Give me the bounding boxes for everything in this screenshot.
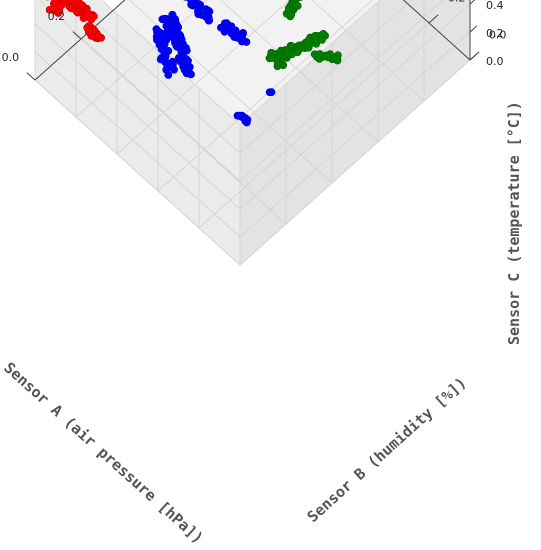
- grid-line: [80, 38, 287, 225]
- data-point: [194, 7, 202, 16]
- grid-line: [38, 0, 241, 182]
- grid-line: [69, 0, 241, 154]
- grid-line: [239, 31, 471, 238]
- data-point: [310, 50, 319, 59]
- x-axis-label: Sensor A (air pressure [hPa]): [0, 359, 207, 548]
- z-tick-label: 0.4: [486, 0, 504, 12]
- grid-line: [239, 3, 471, 210]
- data-point: [169, 18, 178, 27]
- data-point: [233, 111, 242, 120]
- data-point: [158, 15, 167, 24]
- y-axis-line: [34, 0, 126, 81]
- x-tick-label: 0.0: [489, 28, 507, 41]
- grid-line: [75, 0, 208, 118]
- tick-labels: 0.00.20.40.60.81.00.00.20.40.60.81.00.00…: [2, 0, 507, 68]
- y-tick-label: 0.2: [48, 10, 66, 23]
- grid-lines: [34, 0, 471, 266]
- data-point: [55, 7, 63, 16]
- series-2: [152, 0, 276, 127]
- x-tick-mark: [428, 14, 439, 24]
- grid-line: [100, 0, 241, 126]
- z-tick-mark: [469, 0, 476, 5]
- data-point: [167, 61, 176, 70]
- z-tick-label: 0.2: [486, 27, 504, 40]
- grid-line: [34, 23, 241, 210]
- data-point: [267, 88, 276, 96]
- grid-line: [239, 0, 381, 126]
- series-3: [265, 0, 342, 71]
- z-axis-label: Sensor C (temperature [°C]): [505, 101, 523, 345]
- data-point: [293, 0, 301, 2]
- grid-line: [34, 51, 241, 238]
- z-tick-label: 0.0: [486, 55, 504, 68]
- data-point: [66, 0, 75, 3]
- data-point: [45, 5, 54, 14]
- data-point: [221, 24, 230, 32]
- series-1: [45, 0, 105, 43]
- grid-line: [116, 0, 291, 155]
- x-tick-label: 0.2: [448, 0, 466, 4]
- grid-line: [198, 22, 430, 229]
- grid-line: [239, 59, 471, 266]
- data-point: [164, 47, 173, 55]
- axis-lines: [26, 0, 480, 81]
- y-tick-label: 0.0: [2, 51, 20, 64]
- data-point: [187, 0, 195, 3]
- grid-line: [239, 0, 413, 154]
- data-point: [84, 27, 93, 36]
- y-axis-label: Sensor B (humidity [%]): [304, 374, 470, 526]
- grid-line: [239, 0, 444, 182]
- data-point: [162, 66, 171, 74]
- left-wall-pane: [35, 0, 240, 265]
- x-axis-line: [402, 0, 471, 61]
- data-points: [45, 0, 342, 127]
- grid-line: [311, 0, 425, 102]
- data-point: [168, 10, 177, 19]
- right-wall-pane: [240, 0, 470, 265]
- y-tick-mark: [72, 31, 82, 40]
- data-point: [152, 25, 161, 34]
- grid-line: [34, 79, 241, 266]
- data-point: [298, 0, 303, 1]
- data-point: [318, 30, 327, 39]
- grid-line: [219, 0, 379, 143]
- y-tick-mark: [26, 72, 36, 81]
- z-tick-mark: [469, 25, 478, 33]
- data-point: [180, 65, 189, 74]
- z-tick-mark: [469, 53, 478, 61]
